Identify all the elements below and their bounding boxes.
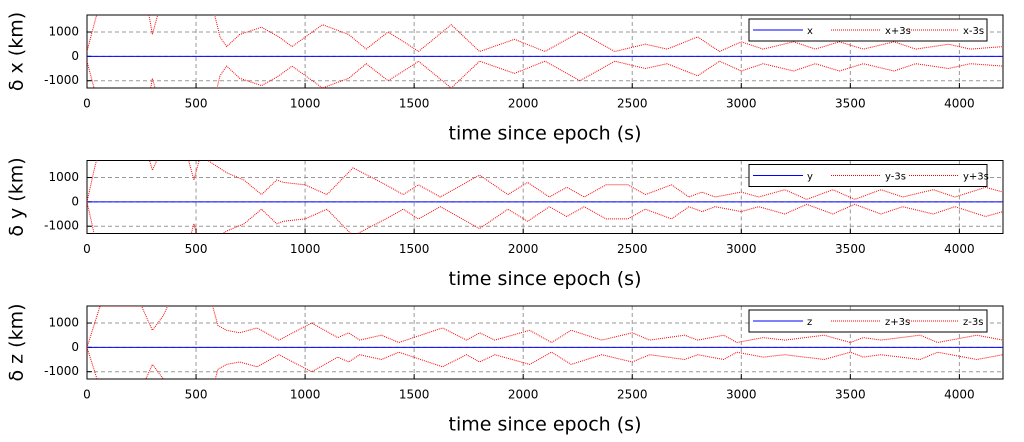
x-tick-label: 500 [185, 242, 208, 256]
x-tick-label: 3000 [726, 242, 757, 256]
y-axis-label: δ x (km) [6, 12, 28, 91]
x-tick-label: 4000 [944, 388, 975, 402]
x-tick-label: 0 [83, 388, 91, 402]
legend-label: z+3s [885, 317, 910, 328]
x-tick-label: 2500 [617, 388, 648, 402]
x-tick-label: 1500 [399, 242, 430, 256]
subplot: -1000 0 1000 0 500 1000 1500 2000 2500 3000 3500 40… [6, 157, 1004, 290]
legend-label: z-3s [963, 317, 983, 328]
y-tick-label: -1000 [44, 364, 79, 378]
y-tick-label: 0 [71, 49, 79, 63]
y-tick-label: -1000 [44, 219, 79, 233]
x-tick-label: 3000 [726, 97, 757, 111]
series-line [87, 306, 1003, 348]
x-tick-label: 1000 [290, 388, 321, 402]
x-tick-label: 3500 [835, 388, 866, 402]
y-tick-label: 0 [71, 340, 79, 354]
x-tick-label: 2500 [617, 97, 648, 111]
series-line [87, 15, 1003, 53]
plot-frame [86, 305, 1004, 380]
legend: z z+3s z-3s [748, 309, 988, 333]
x-axis-label: time since epoch (s) [449, 414, 642, 436]
series-line [87, 347, 1003, 379]
legend-label: y+3s [963, 172, 989, 183]
y-tick-label: 0 [71, 194, 79, 208]
y-tick-label: 1000 [48, 170, 79, 184]
legend: x x+3s x-3s [748, 18, 988, 42]
legend-label: y [807, 172, 813, 183]
x-tick-label: 1000 [290, 242, 321, 256]
x-tick-label: 4000 [944, 97, 975, 111]
y-tick-label: 1000 [48, 316, 79, 330]
x-axis-label: time since epoch (s) [449, 268, 642, 290]
x-tick-label: 1500 [399, 97, 430, 111]
x-tick-label: 500 [185, 388, 208, 402]
subplot: -1000 0 1000 0 500 1000 1500 2000 2500 3000 3500 40… [6, 303, 1004, 436]
y-axis-label: δ y (km) [6, 157, 28, 236]
y-tick-label: 1000 [48, 25, 79, 39]
legend-label: x [807, 26, 813, 37]
y-tick-label: -1000 [44, 73, 79, 87]
x-tick-label: 500 [185, 97, 208, 111]
x-tick-label: 3500 [835, 97, 866, 111]
y-axis-label: δ z (km) [6, 303, 28, 381]
x-tick-label: 0 [83, 97, 91, 111]
series-line [87, 60, 1003, 88]
legend-label: y-3s [885, 172, 906, 183]
x-tick-label: 3000 [726, 388, 757, 402]
x-tick-label: 2000 [508, 388, 539, 402]
x-tick-label: 2000 [508, 97, 539, 111]
legend-label: x-3s [963, 26, 984, 37]
x-tick-label: 1500 [399, 388, 430, 402]
x-tick-label: 4000 [944, 242, 975, 256]
legend-label: z [807, 317, 812, 328]
x-tick-label: 3500 [835, 242, 866, 256]
x-tick-label: 2000 [508, 242, 539, 256]
subplot: -1000 0 1000 0 500 1000 1500 2000 2500 3000 3500 40… [6, 12, 1004, 145]
x-tick-label: 1000 [290, 97, 321, 111]
x-axis-label: time since epoch (s) [449, 123, 642, 145]
x-tick-label: 2500 [617, 242, 648, 256]
legend-label: x+3s [885, 26, 911, 37]
legend: y y-3s y+3s [748, 164, 989, 187]
plot-frame [86, 160, 1004, 234]
x-tick-label: 0 [83, 242, 91, 256]
series-line [87, 201, 1003, 234]
